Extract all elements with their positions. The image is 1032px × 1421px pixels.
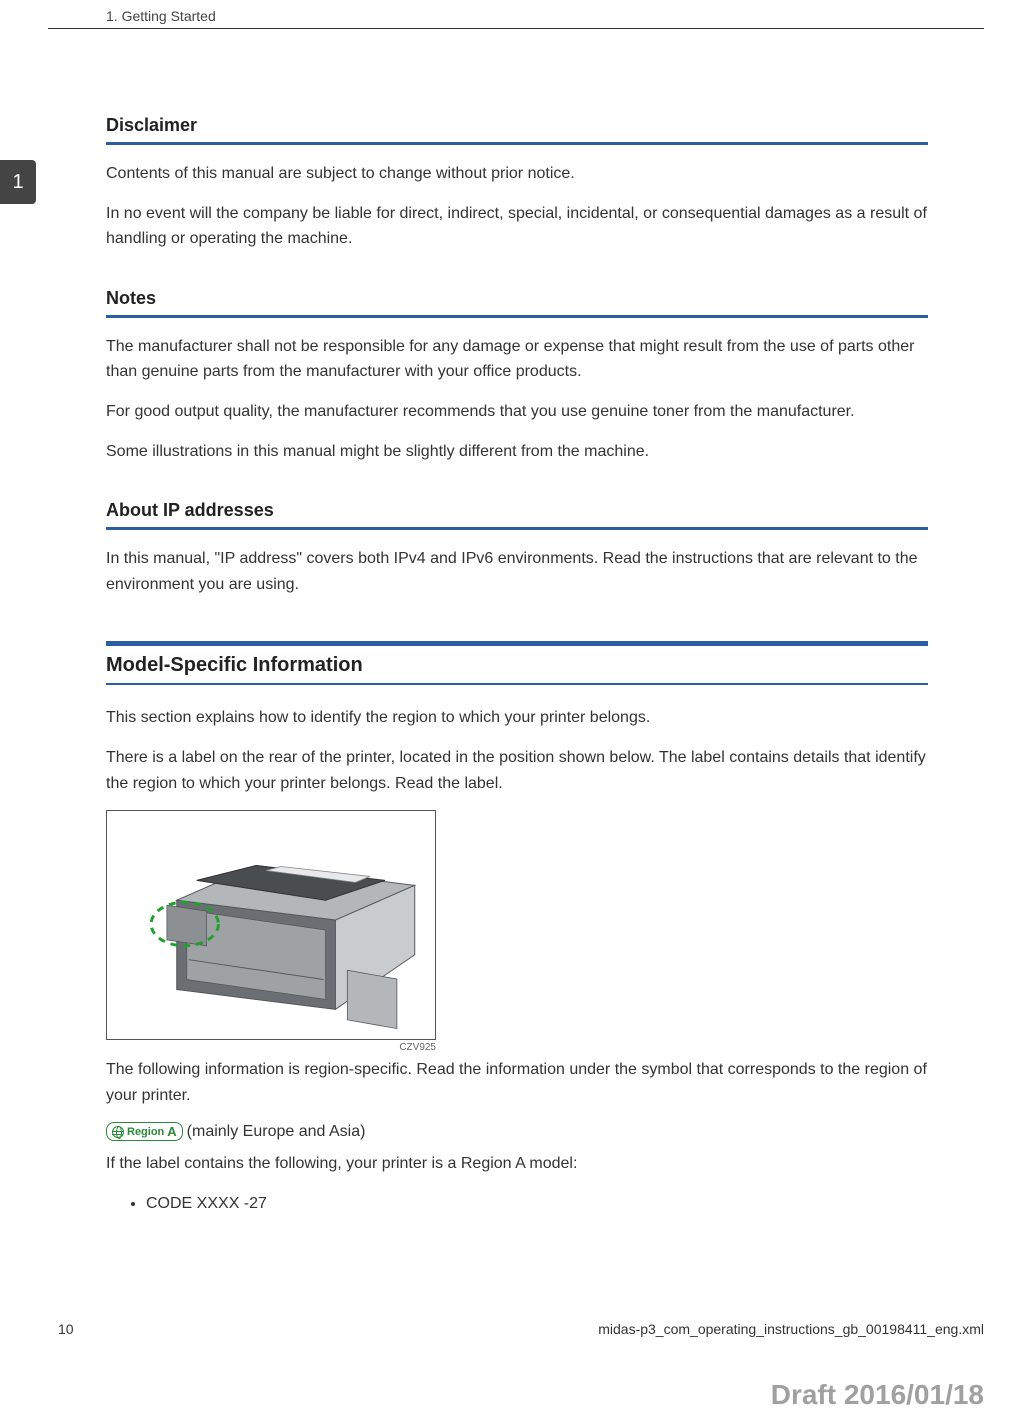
heading-model-specific: Model-Specific Information — [106, 641, 928, 685]
code-list: CODE XXXX -27 — [106, 1191, 928, 1217]
list-item: CODE XXXX -27 — [146, 1191, 928, 1217]
source-filename: midas-p3_com_operating_instructions_gb_0… — [598, 1321, 984, 1337]
figure-code: CZV925 — [106, 1040, 436, 1053]
printer-figure — [106, 810, 436, 1040]
para: If the label contains the following, you… — [106, 1151, 928, 1177]
figure-container: CZV925 — [106, 810, 928, 1053]
region-a-line: Region A (mainly Europe and Asia) — [106, 1122, 928, 1141]
para: The manufacturer shall not be responsibl… — [106, 334, 928, 385]
page-number: 10 — [48, 1321, 74, 1337]
running-header: 1. Getting Started — [48, 0, 984, 29]
para: In this manual, "IP address" covers both… — [106, 546, 928, 597]
para: There is a label on the rear of the prin… — [106, 745, 928, 796]
chapter-tab: 1 — [0, 160, 36, 204]
para: Some illustrations in this manual might … — [106, 439, 928, 465]
globe-icon — [112, 1126, 124, 1138]
heading-notes: Notes — [106, 288, 928, 318]
heading-ip: About IP addresses — [106, 500, 928, 530]
para: For good output quality, the manufacture… — [106, 399, 928, 425]
page-footer: 10 midas-p3_com_operating_instructions_g… — [48, 1321, 984, 1337]
printer-body — [167, 866, 415, 1029]
region-badge-letter: A — [167, 1124, 176, 1139]
para: Contents of this manual are subject to c… — [106, 161, 928, 187]
main-content: Disclaimer Contents of this manual are s… — [48, 29, 928, 1217]
para: The following information is region-spec… — [106, 1057, 928, 1108]
para: This section explains how to identify th… — [106, 705, 928, 731]
region-badge-text: Region — [127, 1126, 164, 1138]
para: In no event will the company be liable f… — [106, 201, 928, 252]
draft-stamp: Draft 2016/01/18 — [771, 1379, 984, 1411]
region-badge: Region A — [106, 1122, 183, 1141]
region-a-suffix: (mainly Europe and Asia) — [187, 1123, 366, 1141]
printer-illustration — [107, 811, 435, 1039]
heading-disclaimer: Disclaimer — [106, 115, 928, 145]
